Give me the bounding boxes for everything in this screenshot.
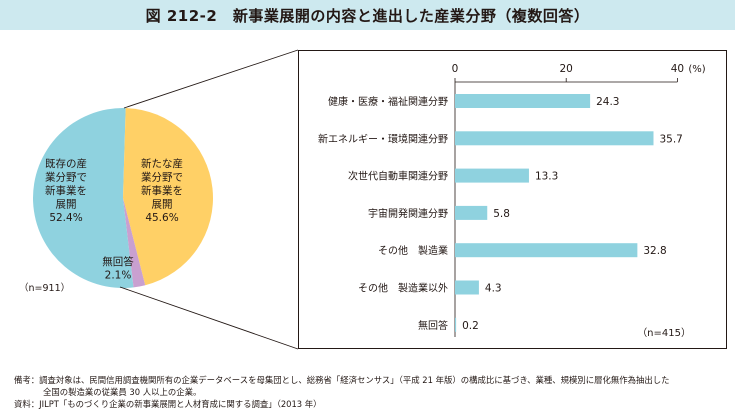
category-label: 次世代自動車関連分野: [348, 170, 448, 183]
bar: [455, 131, 654, 146]
figure-title: 図 212-2 新事業展開の内容と進出した産業分野（複数回答）: [145, 6, 590, 25]
value-label: 5.8: [493, 208, 510, 220]
bar: [455, 168, 529, 183]
pie-n-label: （n=911）: [19, 283, 71, 294]
value-label: 4.3: [485, 283, 502, 295]
value-label: 0.2: [462, 320, 479, 332]
footnote-remarks: 備考：調査対象は、民間信用調査機関所有の企業データベースを母集団とし、総務省「経…: [14, 375, 670, 385]
pie-chart: 既存の産業分野で新事業を展開 52.4% 新たな産業分野で新事業を展開 45.6% 無回…: [32, 108, 214, 288]
category-label: 宇宙開発関連分野: [368, 207, 448, 220]
bar-chart-panel: 0 20 40 (%) 健康・医療・福祉関連分野 24.3 新エネルギー・環境関連分野 35.…: [298, 50, 727, 349]
value-label: 32.8: [643, 245, 666, 257]
x-tick-label: 0: [452, 63, 459, 75]
pie-slice-no-answer-label: 無回答 2.1%: [102, 255, 134, 282]
bar: [455, 94, 591, 108]
bar: [455, 243, 638, 258]
x-axis-unit: (%): [688, 64, 705, 75]
bar-chart: 0 20 40 (%) 健康・医療・福祉関連分野 24.3 新エネルギー・環境関連分野 35.…: [318, 63, 706, 339]
pie-slice-existing-label: 既存の産業分野で新事業を展開 52.4%: [45, 157, 87, 224]
category-label: 無回答: [418, 319, 448, 332]
x-tick-label: 40: [671, 63, 684, 75]
value-label: 13.3: [535, 171, 558, 183]
pie-slice-new: [123, 108, 214, 286]
pie-slice-no-answer: [123, 198, 146, 288]
footnote-remarks-continued: 全国の製造業の従業員 30 人以上の企業。: [43, 387, 202, 397]
footnote-source: 資料：JILPT「ものづくり企業の新事業展開と人材育成に関する調査」（2013 …: [14, 399, 322, 409]
bar: [455, 205, 488, 220]
pie-slice-new-label: 新たな産業分野で新事業を展開 45.6%: [141, 157, 183, 224]
category-label: 健康・医療・福祉関連分野: [328, 95, 448, 108]
pie-slice-existing: [32, 108, 134, 288]
value-label: 35.7: [659, 133, 682, 145]
category-label: その他 製造業以外: [358, 282, 448, 295]
x-tick-label: 20: [560, 63, 573, 75]
category-label: 新エネルギー・環境関連分野: [318, 132, 448, 145]
category-label: その他 製造業: [378, 244, 448, 257]
bar: [455, 317, 457, 332]
value-label: 24.3: [596, 96, 619, 108]
figure-title-bar: 図 212-2 新事業展開の内容と進出した産業分野（複数回答）: [0, 0, 735, 30]
bar: [455, 280, 479, 295]
bar-n-label: （n=415）: [637, 327, 691, 339]
